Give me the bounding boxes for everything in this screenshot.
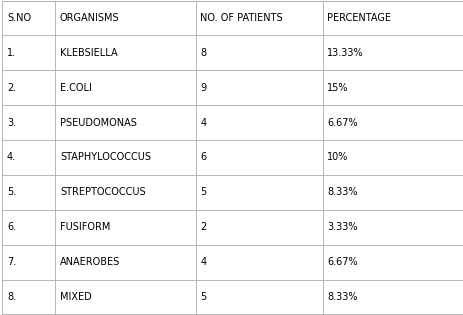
- Text: STAPHYLOCOCCUS: STAPHYLOCOCCUS: [60, 152, 150, 163]
- Text: 13.33%: 13.33%: [326, 48, 363, 58]
- Text: 9: 9: [200, 83, 206, 93]
- Text: 2.: 2.: [7, 83, 16, 93]
- Text: 8.: 8.: [7, 292, 16, 302]
- Text: 2: 2: [200, 222, 206, 232]
- Text: ANAEROBES: ANAEROBES: [60, 257, 120, 267]
- Text: 5: 5: [200, 292, 206, 302]
- Text: S.NO: S.NO: [7, 13, 31, 23]
- Text: 4.: 4.: [7, 152, 16, 163]
- Text: PSEUDOMONAS: PSEUDOMONAS: [60, 117, 137, 128]
- Text: 4: 4: [200, 117, 206, 128]
- Text: 15%: 15%: [326, 83, 348, 93]
- Text: 5: 5: [200, 187, 206, 198]
- Text: 6.67%: 6.67%: [326, 117, 357, 128]
- Text: 8.33%: 8.33%: [326, 187, 357, 198]
- Text: E.COLI: E.COLI: [60, 83, 92, 93]
- Text: 1.: 1.: [7, 48, 16, 58]
- Text: FUSIFORM: FUSIFORM: [60, 222, 110, 232]
- Text: PERCENTAGE: PERCENTAGE: [326, 13, 390, 23]
- Text: 10%: 10%: [326, 152, 348, 163]
- Text: NO. OF PATIENTS: NO. OF PATIENTS: [200, 13, 282, 23]
- Text: 6.: 6.: [7, 222, 16, 232]
- Text: 5.: 5.: [7, 187, 16, 198]
- Text: 7.: 7.: [7, 257, 16, 267]
- Text: KLEBSIELLA: KLEBSIELLA: [60, 48, 117, 58]
- Text: 6: 6: [200, 152, 206, 163]
- Text: 4: 4: [200, 257, 206, 267]
- Text: 8.33%: 8.33%: [326, 292, 357, 302]
- Text: MIXED: MIXED: [60, 292, 92, 302]
- Text: STREPTOCOCCUS: STREPTOCOCCUS: [60, 187, 145, 198]
- Text: ORGANISMS: ORGANISMS: [60, 13, 119, 23]
- Text: 6.67%: 6.67%: [326, 257, 357, 267]
- Text: 8: 8: [200, 48, 206, 58]
- Text: 3.33%: 3.33%: [326, 222, 357, 232]
- Text: 3.: 3.: [7, 117, 16, 128]
